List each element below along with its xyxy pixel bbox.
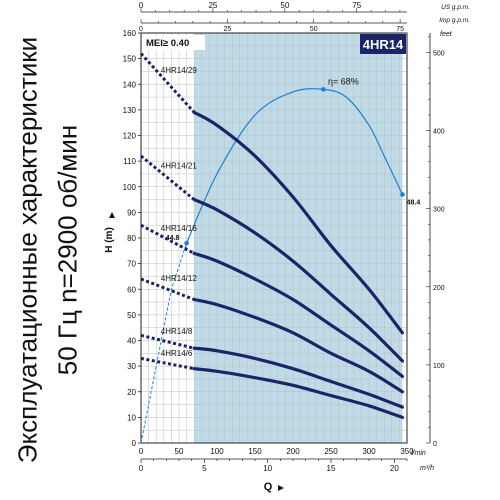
series-label: 4HR14/16 — [161, 224, 198, 233]
y-tick-label: 150 — [123, 55, 137, 64]
m3h-tick-label: 20 — [390, 464, 399, 473]
y-tick-label: 30 — [127, 362, 136, 371]
q-axis-label: Q — [264, 481, 273, 493]
y-tick-label: 70 — [127, 260, 136, 269]
feet-tick-label: 100 — [433, 363, 445, 370]
mei-badge-bg — [143, 35, 205, 50]
x-tick-label: 250 — [324, 447, 338, 456]
curve-4hr14-16 — [192, 251, 404, 378]
efficiency-point — [321, 87, 326, 92]
h-arrow-icon — [109, 212, 115, 218]
y-tick-label: 120 — [123, 132, 137, 141]
x-tick-label: 0 — [139, 447, 144, 456]
efficiency-point-label: 44.8 — [166, 235, 180, 242]
y-tick-label: 10 — [127, 413, 136, 422]
y-tick-label: 140 — [123, 80, 137, 89]
series-label: 4HR14/21 — [161, 162, 198, 171]
curve-4hr14-29 — [192, 110, 404, 335]
m3h-unit-label: m³/h — [420, 465, 434, 472]
efficiency-point — [400, 192, 405, 197]
curve-dotted-extension — [139, 52, 196, 114]
y-tick-label: 90 — [127, 208, 136, 217]
series-label: 4HR14/29 — [161, 66, 198, 75]
x-tick-label: 50 — [175, 447, 184, 456]
y-tick-label: 80 — [127, 234, 136, 243]
x-tick-label: 200 — [286, 447, 300, 456]
x-tick-label: 350 — [400, 447, 414, 456]
imp-gpm-tick-label: 0 — [139, 26, 143, 33]
imp-gpm-tick-label: 25 — [223, 26, 231, 33]
y-tick-label: 110 — [123, 157, 136, 166]
efficiency-point — [184, 240, 189, 246]
curve-dotted-extension — [140, 277, 195, 301]
feet-tick-label: 500 — [433, 50, 445, 57]
us-gpm-tick-label: 25 — [208, 1, 217, 10]
y-tick-label: 40 — [127, 337, 136, 346]
curve-dotted-extension — [140, 333, 195, 350]
y-tick-label: 130 — [123, 106, 137, 115]
y-tick-label: 0 — [132, 439, 137, 448]
curve-layer — [139, 52, 404, 419]
curve-4hr14-21 — [192, 198, 404, 363]
feet-tick-label: 200 — [433, 285, 445, 292]
curve-4hr14-8 — [192, 346, 404, 409]
y-tick-label: 50 — [127, 311, 136, 320]
us-gpm-tick-label: 75 — [352, 1, 361, 10]
efficiency-curve-dashed — [140, 242, 188, 444]
q-arrow-icon — [278, 485, 284, 491]
y-tick-label: 60 — [127, 285, 136, 294]
x-tick-label: 150 — [248, 447, 262, 456]
feet-tick-label: 0 — [433, 441, 437, 448]
series-label: 4HR14/12 — [161, 274, 198, 283]
curve-4hr14-12 — [192, 297, 404, 394]
efficiency-label: η= 68% — [328, 76, 359, 86]
curve-4hr14-6 — [192, 367, 404, 419]
curve-dotted-extension — [140, 154, 196, 201]
h-axis-label: H (m) — [104, 227, 115, 253]
series-label: 4HR14/6 — [161, 349, 193, 358]
curve-dotted-extension — [140, 223, 195, 255]
x-tick-label: 300 — [362, 447, 376, 456]
m3h-tick-label: 0 — [139, 464, 144, 473]
efficiency-point-label: 48.4 — [407, 199, 421, 206]
m3h-tick-label: 15 — [327, 464, 336, 473]
feet-unit-label: feet — [440, 31, 453, 38]
us-gpm-tick-label: 0 — [139, 1, 144, 10]
model-badge-bg — [360, 34, 406, 54]
series-label: 4HR14/8 — [161, 327, 193, 336]
feet-tick-label: 400 — [433, 129, 445, 136]
label-layer: 4HR14/29 4HR14/21 4HR14/16 4HR14/12 4HR14/8 4… — [143, 34, 406, 358]
us-gpm-tick-label: 50 — [280, 1, 289, 10]
m3h-tick-label: 10 — [263, 464, 272, 473]
chart-axes: 0102030405060708090100110120130140150160… — [104, 1, 470, 493]
curve-dotted-extension — [140, 356, 195, 371]
efficiency-layer: 44.8 48.4 η= 68% — [140, 76, 421, 444]
lmin-unit-label: l/min — [411, 450, 426, 457]
mei-badge: MEI≥ 0.40 — [146, 38, 189, 49]
imp-gpm-tick-label: 75 — [396, 26, 404, 33]
y-tick-label: 160 — [123, 29, 137, 38]
us-gpm-unit-label: US g.p.m. — [441, 4, 470, 11]
model-badge: 4HR14 — [363, 37, 404, 52]
y-tick-label: 100 — [123, 183, 137, 192]
imp-gpm-tick-label: 50 — [310, 26, 318, 33]
x-tick-label: 100 — [210, 447, 224, 456]
feet-tick-label: 300 — [433, 207, 445, 214]
imp-gpm-unit-label: Imp g.p.m. — [439, 17, 470, 24]
m3h-tick-label: 5 — [202, 464, 207, 473]
y-tick-label: 20 — [127, 388, 136, 397]
